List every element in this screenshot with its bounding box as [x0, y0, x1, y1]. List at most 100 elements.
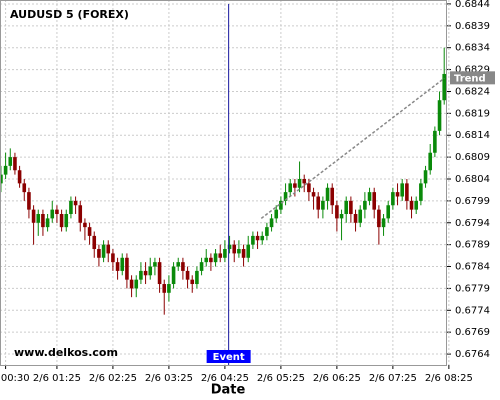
candle-body: [335, 205, 339, 219]
candle-body: [269, 218, 274, 228]
candle-body: [31, 209, 36, 223]
candle-body: [288, 183, 293, 193]
candle-body: [330, 187, 335, 206]
candle-body: [246, 244, 251, 258]
candle-body: [162, 284, 167, 293]
candle-body: [97, 249, 101, 258]
candle-body: [260, 235, 265, 241]
trend-label-box: [450, 71, 495, 85]
candle-body: [204, 257, 209, 263]
candle-body: [0, 174, 3, 184]
candle-body: [134, 279, 139, 289]
trend-label: Trend: [454, 73, 486, 84]
candle-body: [302, 178, 307, 184]
candle-body: [120, 257, 125, 271]
candle-body: [190, 279, 195, 285]
candle-body: [353, 214, 358, 223]
y-tick-label: 0.6824: [455, 86, 490, 97]
candle-body: [367, 192, 372, 201]
candle-body: [237, 249, 241, 254]
candle-body: [316, 196, 321, 210]
candle-body: [279, 200, 283, 210]
candle-body: [442, 73, 447, 101]
candle-body: [423, 170, 428, 184]
x-tick-label: 2/6 03:25: [145, 373, 193, 384]
x-tick-label: 2/6 06:25: [313, 373, 361, 384]
y-tick-label: 0.6764: [455, 349, 490, 360]
y-tick-label: 0.6834: [455, 43, 490, 54]
candle-body: [64, 214, 69, 228]
candle-body: [55, 209, 59, 215]
candle-body: [400, 183, 405, 197]
candle-body: [171, 266, 176, 285]
candle-body: [185, 270, 190, 280]
y-tick-label: 0.6819: [455, 108, 490, 119]
candle-body: [251, 235, 255, 245]
y-tick-label: 0.6799: [455, 196, 490, 207]
x-tick-label: 2/6 08:25: [425, 373, 473, 384]
candle-body: [101, 244, 106, 258]
y-tick-label: 0.6794: [455, 218, 490, 229]
candle-body: [148, 266, 153, 276]
candle-body: [358, 209, 363, 223]
candle-body: [283, 192, 288, 201]
candle-body: [209, 257, 213, 263]
candle-body: [78, 205, 83, 223]
candle-body: [227, 244, 232, 250]
x-tick-label: 2/6 02:25: [89, 373, 137, 384]
candle-body: [241, 249, 246, 258]
candle-body: [167, 284, 171, 293]
candle-body: [176, 262, 181, 267]
candle-body: [139, 270, 143, 280]
candle-body: [307, 183, 311, 193]
y-tick-label: 0.6804: [455, 174, 490, 185]
candle-body: [339, 214, 344, 219]
candle-body: [363, 200, 367, 210]
candle-body: [22, 183, 27, 193]
candle-body: [129, 279, 134, 289]
candle-body: [69, 200, 73, 215]
candle-body: [395, 192, 400, 197]
candle-body: [218, 253, 223, 258]
x-tick-label: 2/6 05:25: [257, 373, 305, 384]
candle-body: [181, 262, 185, 271]
candle-body: [157, 262, 162, 285]
candle-body: [213, 253, 218, 263]
candle-body: [27, 192, 31, 210]
x-tick-label: 2/6 00:30: [0, 373, 30, 384]
event-label: Event: [213, 352, 245, 363]
y-tick-label: 0.6829: [455, 65, 490, 76]
candle-body: [223, 249, 227, 258]
candle-body: [297, 178, 302, 188]
candle-body: [409, 200, 414, 210]
y-tick-label: 0.6814: [455, 130, 490, 141]
y-tick-label: 0.6784: [455, 262, 490, 273]
y-tick-label: 0.6789: [455, 240, 490, 251]
plot-frame: [0, 0, 447, 366]
candle-body: [125, 257, 129, 280]
candle-body: [83, 222, 87, 228]
candle-body: [199, 262, 204, 271]
x-tick-label: 2/6 01:25: [33, 373, 81, 384]
candle-body: [325, 187, 330, 201]
candle-body: [428, 152, 433, 171]
candle-body: [391, 192, 395, 206]
y-tick-label: 0.6774: [455, 305, 490, 316]
candle-body: [87, 227, 92, 236]
candle-body: [386, 205, 391, 219]
candle-body: [13, 157, 17, 171]
candle-body: [265, 227, 269, 236]
candle-body: [255, 235, 260, 241]
candle-body: [153, 262, 157, 267]
y-tick-label: 0.6769: [455, 327, 490, 338]
candle-body: [115, 262, 120, 271]
candle-body: [111, 253, 115, 263]
chart-title: AUDUSD 5 (FOREX): [10, 8, 129, 21]
candle-body: [106, 244, 111, 254]
y-tick-label: 0.6844: [455, 0, 490, 10]
candle-body: [405, 183, 409, 201]
event-label-box: [206, 350, 251, 363]
candle-body: [414, 200, 419, 210]
candle-body: [59, 214, 64, 228]
y-tick-label: 0.6839: [455, 21, 490, 32]
